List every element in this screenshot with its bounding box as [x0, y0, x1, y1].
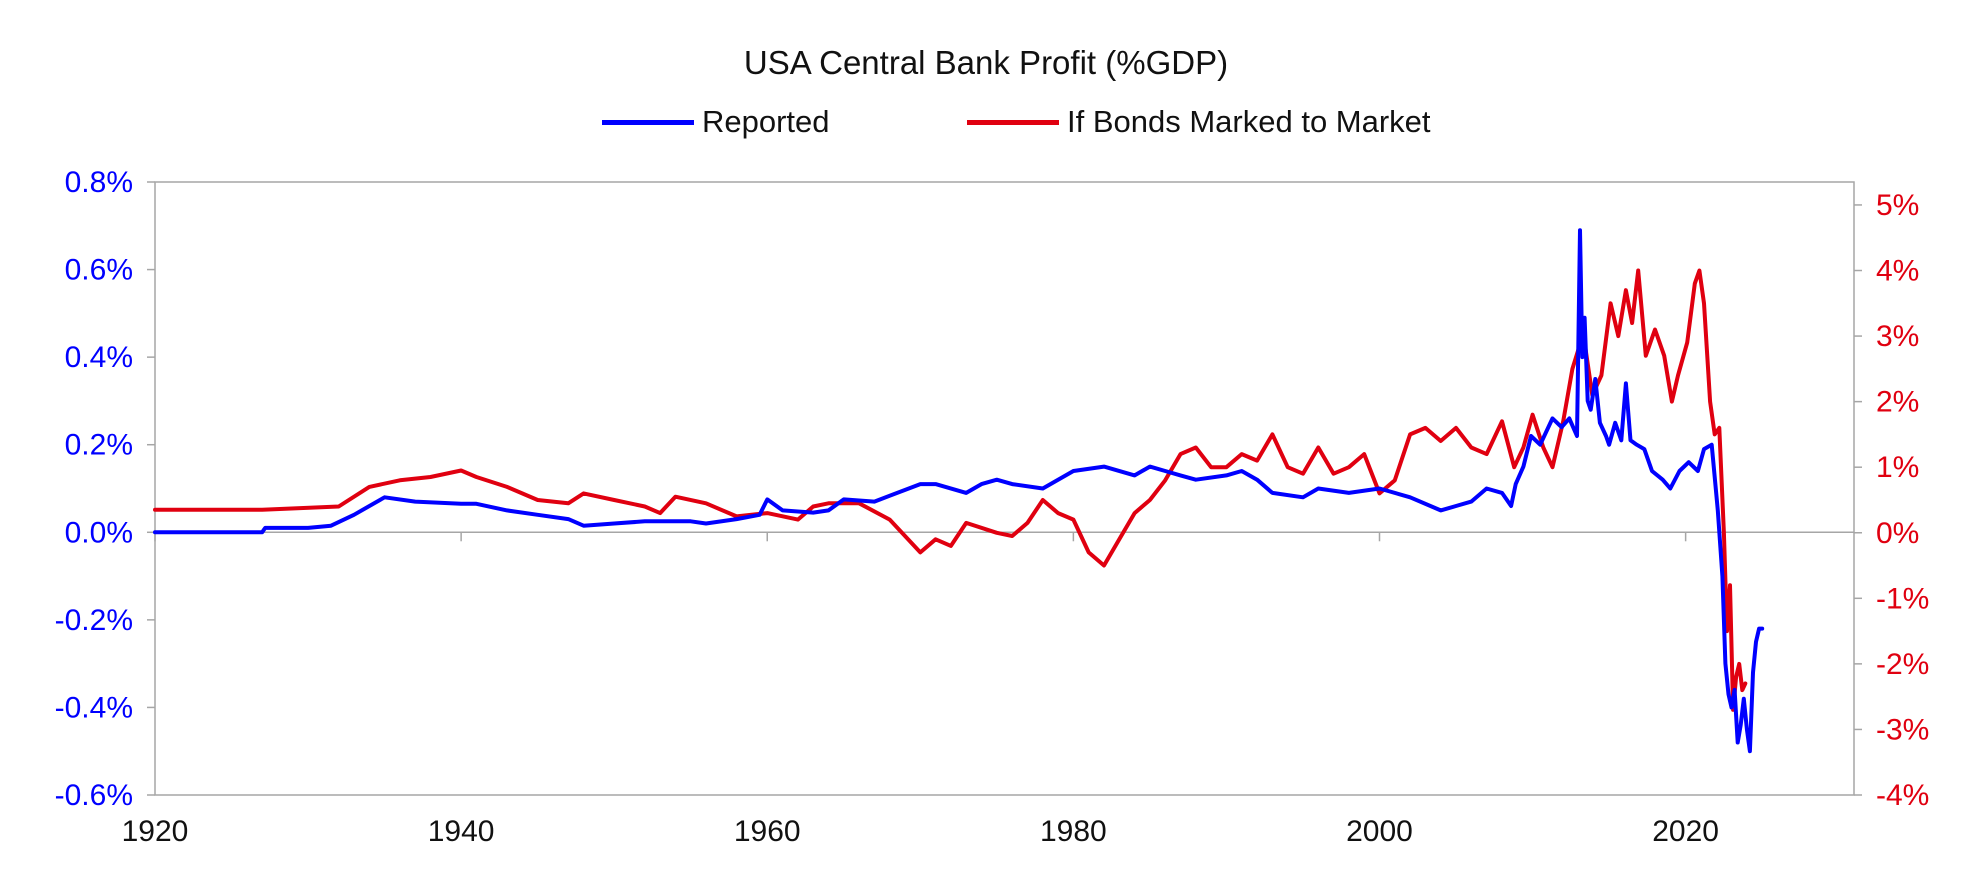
y-right-tick-label: 3% — [1876, 320, 1919, 353]
x-tick-label: 2020 — [1652, 815, 1719, 848]
y-left-tick-label: 0.4% — [65, 341, 133, 374]
legend-swatch-mtm — [967, 119, 1059, 125]
y-left-tick-label: -0.6% — [55, 779, 133, 812]
y-right-tick-label: -3% — [1876, 713, 1929, 746]
series-mtm-line — [153, 268, 1748, 712]
x-tick-label: 2000 — [1346, 815, 1413, 848]
y-left-tick-label: -0.4% — [55, 691, 133, 724]
y-right-tick-label: 0% — [1876, 517, 1919, 550]
y-right-tick-label: 2% — [1876, 386, 1919, 419]
legend-item-reported: Reported — [602, 104, 830, 140]
x-tick-label: 1980 — [1040, 815, 1107, 848]
y-right-tick-label: -1% — [1876, 582, 1929, 615]
legend-swatch-reported — [602, 119, 694, 125]
y-left-tick-label: 0.6% — [65, 254, 133, 287]
series-reported-line — [153, 228, 1765, 754]
y-right-tick-label: 1% — [1876, 451, 1919, 484]
chart-title: USA Central Bank Profit (%GDP) — [743, 44, 1229, 81]
y-left-tick-label: 0.2% — [65, 429, 133, 462]
plot-frame — [154, 181, 1855, 796]
legend-label-mtm: If Bonds Marked to Market — [1067, 104, 1431, 139]
y-right-tick-label: 4% — [1876, 255, 1919, 288]
x-tick-label: 1940 — [428, 815, 495, 848]
y-right-tick-label: 5% — [1876, 189, 1919, 222]
y-right-tick-label: -4% — [1876, 779, 1929, 812]
y-right-tick-label: -2% — [1876, 648, 1929, 681]
legend-label-reported: Reported — [702, 104, 830, 139]
legend-item-mtm: If Bonds Marked to Market — [967, 104, 1431, 140]
y-left-tick-label: 0.0% — [65, 516, 133, 549]
y-left-tick-label: 0.8% — [65, 166, 133, 199]
x-tick-label: 1920 — [122, 815, 189, 848]
y-left-tick-label: -0.2% — [55, 604, 133, 637]
x-tick-label: 1960 — [734, 815, 801, 848]
